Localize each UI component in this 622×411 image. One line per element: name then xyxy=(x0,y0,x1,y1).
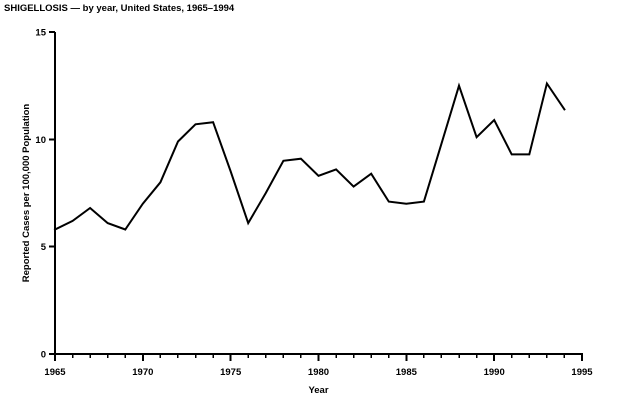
y-tick-label: 0 xyxy=(41,350,46,361)
data-line xyxy=(53,81,566,231)
x-tick-label: 1980 xyxy=(308,367,329,378)
x-tick-label: 1995 xyxy=(571,367,593,378)
x-tick-label: 1990 xyxy=(484,367,505,378)
x-tick-label: 1970 xyxy=(132,367,153,378)
x-tick-label: 1985 xyxy=(396,367,418,378)
y-tick-label: 10 xyxy=(35,135,46,146)
y-axis-title: Reported Cases per 100,000 Population xyxy=(21,104,32,283)
y-tick-label: 5 xyxy=(41,242,47,253)
x-tick-label: 1965 xyxy=(44,367,66,378)
y-tick-label: 15 xyxy=(35,28,46,39)
x-tick-label: 1975 xyxy=(220,367,242,378)
x-axis-title: Year xyxy=(308,385,328,396)
chart-title: SHIGELLOSIS — by year, United States, 19… xyxy=(4,3,235,14)
